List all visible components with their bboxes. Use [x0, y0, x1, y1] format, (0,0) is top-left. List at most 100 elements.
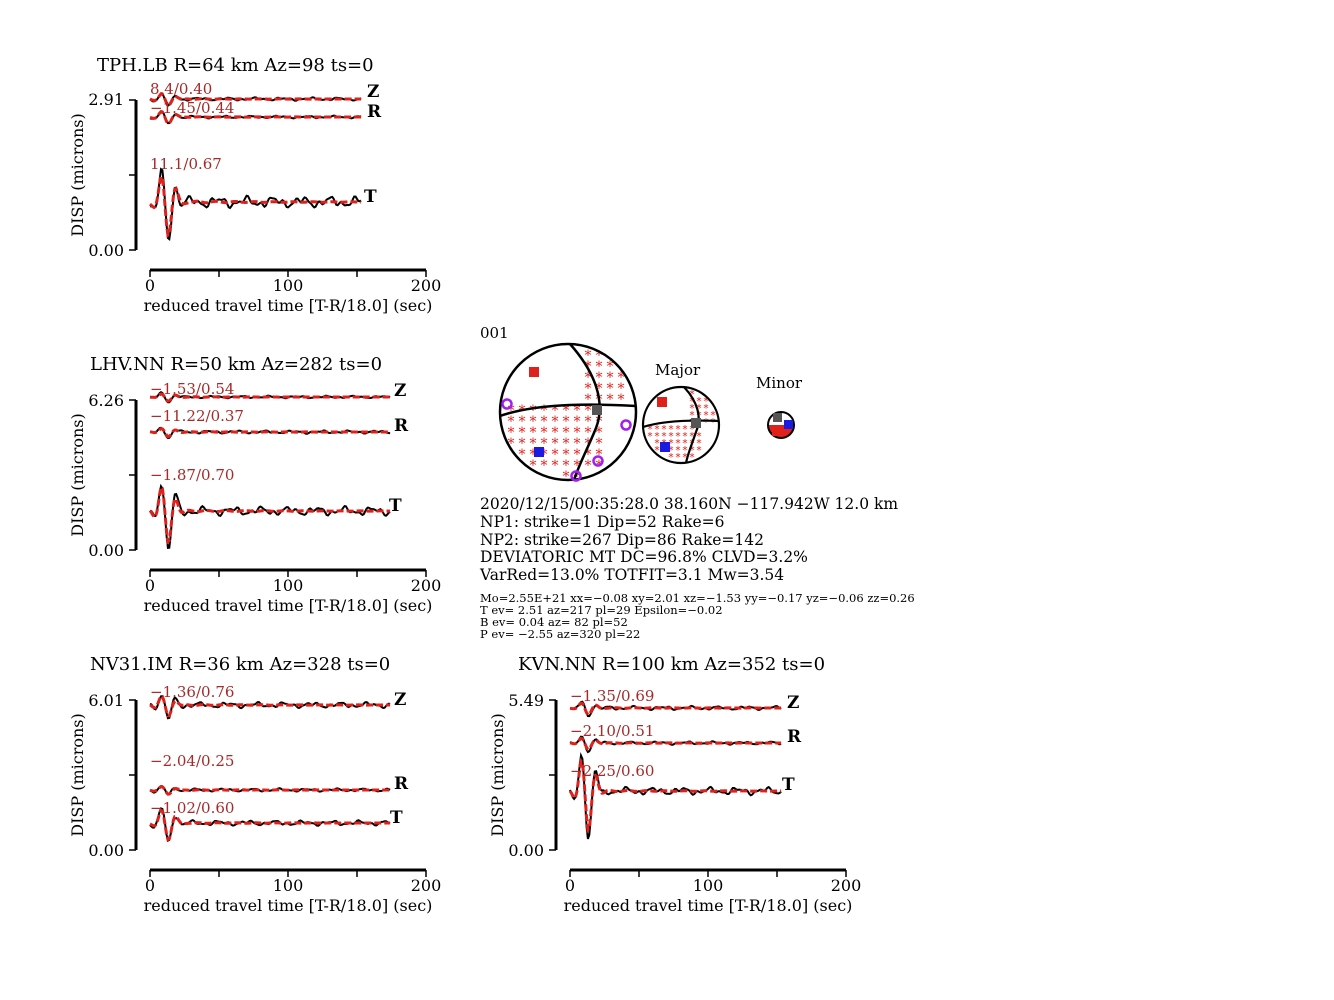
- x-tick-label: 100: [693, 876, 724, 895]
- compression-mark: *: [574, 403, 581, 419]
- compression-mark: *: [596, 425, 603, 441]
- compression-mark: *: [574, 425, 581, 441]
- compression-mark: *: [607, 359, 614, 375]
- panel-title: NV31.IM R=36 km Az=328 ts=0: [90, 654, 390, 675]
- y-axis-label: DISP (microns): [68, 113, 87, 237]
- compression-mark: *: [519, 436, 526, 452]
- compression-mark: *: [655, 425, 660, 436]
- component-label-t: T: [390, 808, 403, 828]
- compression-mark: *: [690, 453, 695, 464]
- compression-mark: *: [530, 458, 537, 474]
- compression-mark: *: [669, 453, 674, 464]
- compression-mark: *: [683, 439, 688, 450]
- beachball-minor: [767, 411, 795, 439]
- fit-label-z: −1.53/0.54: [150, 380, 234, 398]
- x-tick-label: 0: [145, 576, 155, 595]
- compression-mark: *: [519, 447, 526, 463]
- y-axis-label: DISP (microns): [68, 713, 87, 837]
- x-tick-label: 200: [411, 576, 442, 595]
- nodal-plane-1: [642, 419, 720, 429]
- synthetic-trace-r: [149, 110, 362, 126]
- compression-mark: *: [563, 447, 570, 463]
- p-axis-marker: [660, 442, 670, 452]
- compression-mark: *: [655, 432, 660, 443]
- y-axis-label: DISP (microns): [68, 413, 87, 537]
- minor-label: Minor: [756, 374, 803, 392]
- synthetic-trace-r: [569, 736, 782, 752]
- b-axis-marker: [691, 418, 701, 428]
- compression-mark: *: [618, 381, 625, 397]
- y-tick-min: 0.00: [88, 841, 124, 860]
- fit-label-z: 8.4/0.40: [150, 80, 212, 98]
- component-label-r: R: [787, 727, 802, 747]
- compression-mark: *: [669, 425, 674, 436]
- compression-mark: *: [704, 411, 709, 422]
- compression-mark: *: [585, 370, 592, 386]
- first-motion-marker: [570, 470, 582, 482]
- fit-label-r: −11.22/0.37: [150, 407, 244, 425]
- compression-mark: *: [530, 414, 537, 430]
- compression-mark: *: [574, 447, 581, 463]
- solution-line: VarRed=13.0% TOTFIT=3.1 Mw=3.54: [479, 566, 784, 584]
- compression-mark: *: [541, 403, 548, 419]
- component-label-r: R: [394, 774, 409, 794]
- x-tick-label: 100: [273, 576, 304, 595]
- x-tick-label: 200: [411, 276, 442, 295]
- y-tick-max: 5.49: [508, 691, 544, 710]
- focal-mechanism-block: 001 Major Minor * ** * ** * * ** * * ** * * ** * * * * * *…: [479, 324, 915, 641]
- compression-mark: *: [530, 403, 537, 419]
- compression-mark: *: [596, 381, 603, 397]
- compression-mark: *: [683, 425, 688, 436]
- compression-mark: *: [541, 425, 548, 441]
- x-tick-label: 0: [565, 876, 575, 895]
- compression-mark: *: [541, 414, 548, 430]
- compression-mark: *: [596, 359, 603, 375]
- compression-mark: *: [607, 370, 614, 386]
- compression-mark: *: [662, 432, 667, 443]
- compression-mark: *: [508, 425, 515, 441]
- panel-title: KVN.NN R=100 km Az=352 ts=0: [518, 654, 825, 675]
- synthetic-trace-t: [149, 172, 362, 239]
- fit-label-t: 11.1/0.67: [150, 155, 222, 173]
- compression-mark: *: [530, 436, 537, 452]
- observed-trace-z: [150, 391, 391, 404]
- fit-label-t: −1.87/0.70: [150, 466, 234, 484]
- station-panel-kvn: KVN.NN R=100 km Az=352 ts=0 DISP (micron…: [488, 654, 861, 915]
- y-tick-min: 0.00: [508, 841, 544, 860]
- x-tick-label: 100: [273, 276, 304, 295]
- compression-mark: *: [530, 447, 537, 463]
- compression-mark: *: [690, 411, 695, 422]
- component-label-z: Z: [394, 381, 406, 401]
- fit-label-t: −2.25/0.60: [570, 762, 654, 780]
- synthetic-trace-t: [149, 808, 391, 842]
- solution-line: NP1: strike=1 Dip=52 Rake=6: [480, 513, 725, 531]
- p-axis-marker: [784, 420, 793, 429]
- panel-title: TPH.LB R=64 km Az=98 ts=0: [97, 55, 374, 76]
- panel-title: LHV.NN R=50 km Az=282 ts=0: [90, 354, 382, 375]
- y-axis-label: DISP (microns): [488, 713, 507, 837]
- b-axis-marker: [592, 405, 602, 415]
- component-label-t: T: [389, 496, 402, 516]
- fit-label-r: −2.10/0.51: [570, 722, 654, 740]
- synthetic-trace-z: [149, 92, 362, 107]
- compression-mark: *: [596, 348, 603, 364]
- compression-mark: *: [596, 436, 603, 452]
- compression-mark: *: [552, 458, 559, 474]
- compression-mark: *: [669, 446, 674, 457]
- compression-mark: *: [607, 381, 614, 397]
- compression-mark: *: [519, 414, 526, 430]
- component-label-z: Z: [394, 690, 406, 710]
- x-axis-label: reduced travel time [T-R/18.0] (sec): [144, 896, 433, 915]
- eigen-line: T ev= 2.51 az=217 pl=29 Epsilon=−0.02: [480, 603, 723, 617]
- compression-mark: *: [676, 446, 681, 457]
- compression-mark: *: [683, 446, 688, 457]
- x-axis-label: reduced travel time [T-R/18.0] (sec): [144, 296, 433, 315]
- beachball-outline: [641, 385, 721, 465]
- eigen-line: B ev= 0.04 az= 82 pl=52: [480, 615, 628, 629]
- component-label-z: Z: [367, 82, 379, 102]
- compression-mark: *: [552, 414, 559, 430]
- compression-mark: *: [563, 436, 570, 452]
- x-tick-label: 0: [145, 876, 155, 895]
- x-axis-label: reduced travel time [T-R/18.0] (sec): [564, 896, 853, 915]
